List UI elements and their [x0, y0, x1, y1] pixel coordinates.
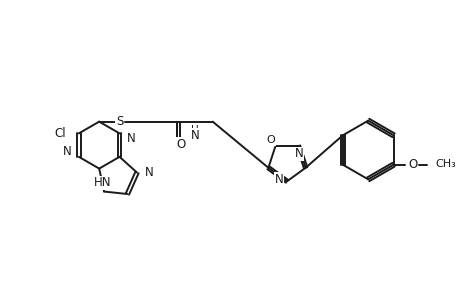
- Text: N: N: [274, 173, 283, 186]
- Text: H: H: [191, 125, 198, 135]
- Text: N: N: [295, 147, 303, 160]
- Text: N: N: [145, 166, 153, 179]
- Text: O: O: [408, 158, 417, 171]
- Text: Cl: Cl: [55, 127, 66, 140]
- Text: O: O: [176, 138, 185, 151]
- Text: CH₃: CH₃: [435, 159, 455, 169]
- Text: HN: HN: [93, 176, 111, 189]
- Text: S: S: [116, 115, 123, 128]
- Text: N: N: [190, 129, 199, 142]
- Text: O: O: [266, 135, 274, 145]
- Text: N: N: [63, 146, 72, 158]
- Text: N: N: [126, 132, 135, 145]
